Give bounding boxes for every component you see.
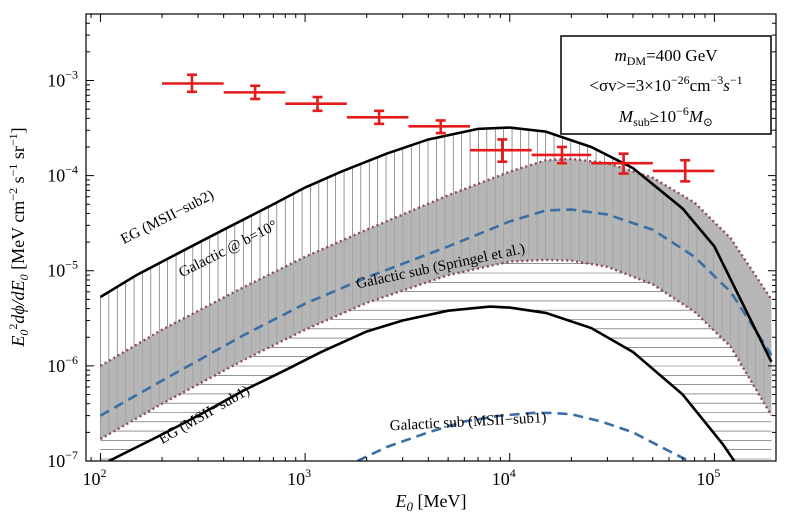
data-points-layer <box>162 73 715 183</box>
line-galactic-sub-springel <box>99 208 773 417</box>
data-point <box>223 84 286 101</box>
y-tick-label: 10−6 <box>47 353 78 376</box>
y-tick-label: 10−3 <box>47 67 78 90</box>
data-point <box>408 119 471 135</box>
x-axis-label: E0 [MeV] <box>395 491 467 514</box>
band-galactic-b10 <box>100 158 772 440</box>
legend-line-cross-section: <σv>=3×10−26cm−3s−1 <box>589 73 742 95</box>
series-layer <box>99 126 773 461</box>
axis-ticks: 102 103 104 105 10−7 10−6 10−5 10−4 10−3 <box>47 13 777 489</box>
band-upper-edge <box>99 157 773 367</box>
legend-line-msub: Msub≥10−6M⊙ <box>618 104 713 129</box>
line-eg-msii-sub1 <box>108 305 736 461</box>
legend-line-mass: mDM=400 GeV <box>614 46 718 68</box>
y-axis-label: E02dϕ/dE0 [MeV cm−2 s−1 sr−1] <box>6 127 31 347</box>
data-point <box>652 158 715 183</box>
x-tick-label: 104 <box>492 466 516 489</box>
y-tick-label: 10−7 <box>47 448 78 471</box>
data-point <box>470 138 532 164</box>
x-tick-label: 102 <box>82 466 106 489</box>
band-lower-edge <box>99 258 773 441</box>
y-tick-label: 10−5 <box>47 258 78 281</box>
x-tick-label: 105 <box>696 466 720 489</box>
x-tick-label: 103 <box>287 466 311 489</box>
legend-box: mDM=400 GeV <σv>=3×10−26cm−3s−1 Msub≥10−… <box>560 35 772 135</box>
horizontal-hatching <box>100 263 772 460</box>
data-point <box>285 95 347 113</box>
line-eg-msii-sub2 <box>99 126 773 363</box>
data-point <box>531 145 592 165</box>
data-point <box>162 73 224 94</box>
data-point <box>346 109 409 126</box>
y-tick-label: 10−4 <box>47 163 78 186</box>
plot-frame <box>85 13 777 462</box>
data-point <box>591 152 653 175</box>
line-galactic-sub-msii-sub1 <box>356 411 690 461</box>
